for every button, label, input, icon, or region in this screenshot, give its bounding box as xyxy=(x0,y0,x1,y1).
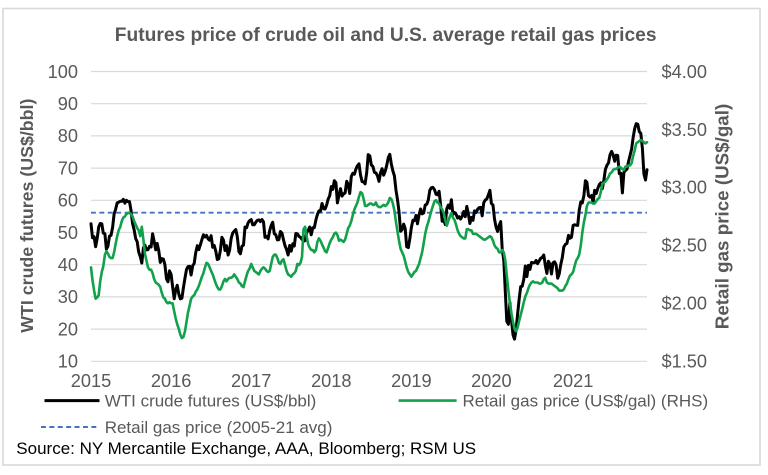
svg-text:60: 60 xyxy=(58,191,78,211)
svg-text:$2.50: $2.50 xyxy=(662,236,708,256)
svg-text:30: 30 xyxy=(58,287,78,307)
svg-text:WTI crude futures (US$/bbl): WTI crude futures (US$/bbl) xyxy=(17,99,37,333)
svg-text:$4.00: $4.00 xyxy=(662,62,708,82)
svg-text:Retail gas price (2005-21 avg): Retail gas price (2005-21 avg) xyxy=(105,418,333,437)
svg-text:2015: 2015 xyxy=(71,371,111,391)
svg-text:2019: 2019 xyxy=(391,371,431,391)
svg-text:90: 90 xyxy=(58,94,78,114)
svg-text:Retail gas price (US$/gal) (RH: Retail gas price (US$/gal) (RHS) xyxy=(463,392,709,411)
svg-text:80: 80 xyxy=(58,126,78,146)
svg-text:2021: 2021 xyxy=(553,371,593,391)
svg-text:10: 10 xyxy=(58,352,78,372)
svg-text:2016: 2016 xyxy=(151,371,191,391)
svg-text:2017: 2017 xyxy=(231,371,271,391)
svg-text:70: 70 xyxy=(58,158,78,178)
svg-text:$3.50: $3.50 xyxy=(662,120,708,140)
svg-text:2018: 2018 xyxy=(311,371,351,391)
svg-text:$3.00: $3.00 xyxy=(662,178,708,198)
svg-text:20: 20 xyxy=(58,319,78,339)
svg-text:Futures price of crude oil and: Futures price of crude oil and U.S. aver… xyxy=(115,25,657,46)
svg-text:50: 50 xyxy=(58,223,78,243)
svg-text:$2.00: $2.00 xyxy=(662,294,708,314)
svg-text:Source: NY Mercantile Exchange: Source: NY Mercantile Exchange, AAA, Blo… xyxy=(16,439,476,458)
svg-text:2020: 2020 xyxy=(471,371,511,391)
svg-text:40: 40 xyxy=(58,255,78,275)
svg-text:$1.50: $1.50 xyxy=(662,352,708,372)
svg-text:Retail gas price (US$/gal): Retail gas price (US$/gal) xyxy=(712,104,733,329)
svg-text:WTI crude futures (US$/bbl): WTI crude futures (US$/bbl) xyxy=(105,392,317,411)
svg-text:100: 100 xyxy=(48,62,78,82)
